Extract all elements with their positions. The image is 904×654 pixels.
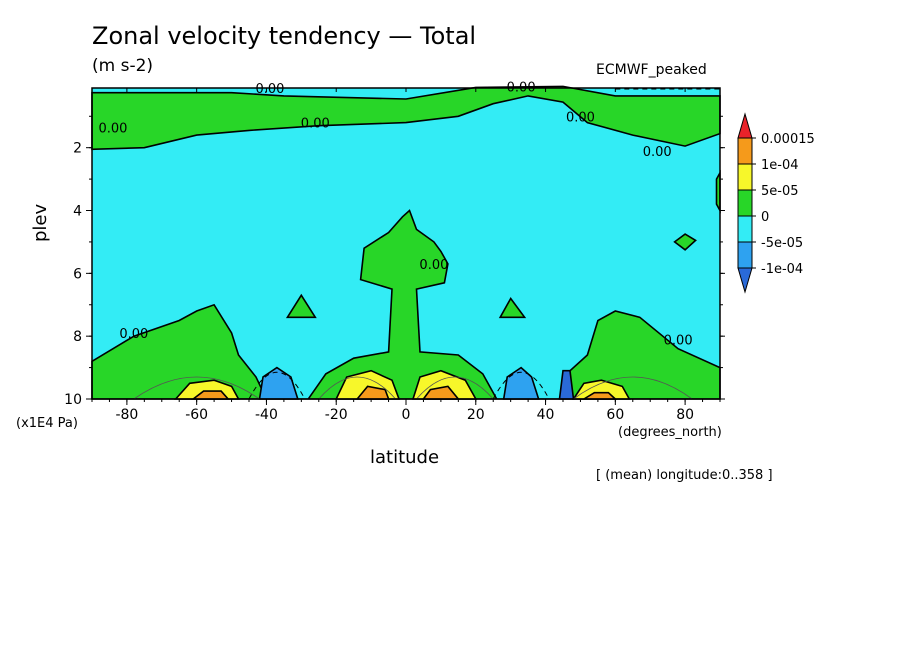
thin-contour-2 [416,376,494,400]
colorbar-segment-4 [737,241,753,269]
x-tick-label: 40 [537,407,555,423]
negative-contour-0 [248,371,306,400]
colorbar-bottom-arrow [737,267,753,294]
contour-label-0: 0.00 [98,121,127,136]
y-tick-label: 6 [73,266,82,282]
contour-label-5: 0.00 [643,145,672,160]
x-tick-label: 0 [402,407,411,423]
averaging-note: [ (mean) longitude:0..358 ] [596,468,773,483]
y-tick-label: 10 [64,392,82,408]
colorbar-segment-1 [737,163,753,191]
x-tick-label: -80 [115,407,138,423]
region-green-top-band [91,85,721,151]
colorbar-segment-2 [737,189,753,217]
colorbar-label: 0 [761,210,769,225]
y-tick-label: 8 [73,329,82,345]
x-tick-label: 20 [467,407,485,423]
contour-label-6: 0.00 [419,258,448,273]
chart-title: Zonal velocity tendency — Total [92,22,477,50]
chart-units: (m s-2) [92,56,154,76]
colorbar-segment-0 [737,137,753,165]
contour-label-1: 0.00 [255,82,284,97]
region-green-isle-west [285,293,317,319]
region-green-isle-east [498,297,527,319]
colorbar-top-arrow [737,112,753,139]
x-axis-label: latitude [370,447,440,468]
x-tick-label: -40 [255,407,278,423]
x-tick-label: -20 [325,407,348,423]
thin-contour-3 [573,376,693,400]
thin-contour-1 [318,376,396,400]
y-tick-label: 4 [73,204,82,220]
x-tick-label: 60 [606,407,624,423]
colorbar-label: -1e-04 [761,262,803,277]
colorbar-label: 5e-05 [761,184,799,199]
colorbar-label: 1e-04 [761,158,799,173]
colorbar-label: -5e-05 [761,236,803,251]
thin-contour-0 [133,376,260,400]
y-tick-label: 2 [73,141,82,157]
contour-label-4: 0.00 [566,110,595,125]
x-tick-label: 80 [676,407,694,423]
colorbar-label: 0.00015 [761,132,815,147]
y-axis-unit: (x1E4 Pa) [16,416,78,431]
negative-contour-1 [492,371,550,400]
contour-label-8: 0.00 [664,333,693,348]
region-green-isle-far-east [673,233,697,251]
contour-label-2: 0.00 [301,117,330,132]
region-green-lower-band [91,209,721,400]
colorbar-segment-3 [737,215,753,243]
x-axis-unit: (degrees_north) [618,425,722,440]
dataset-label: ECMWF_peaked [596,62,707,78]
x-tick-label: -60 [185,407,208,423]
contour-label-7: 0.00 [119,327,148,342]
